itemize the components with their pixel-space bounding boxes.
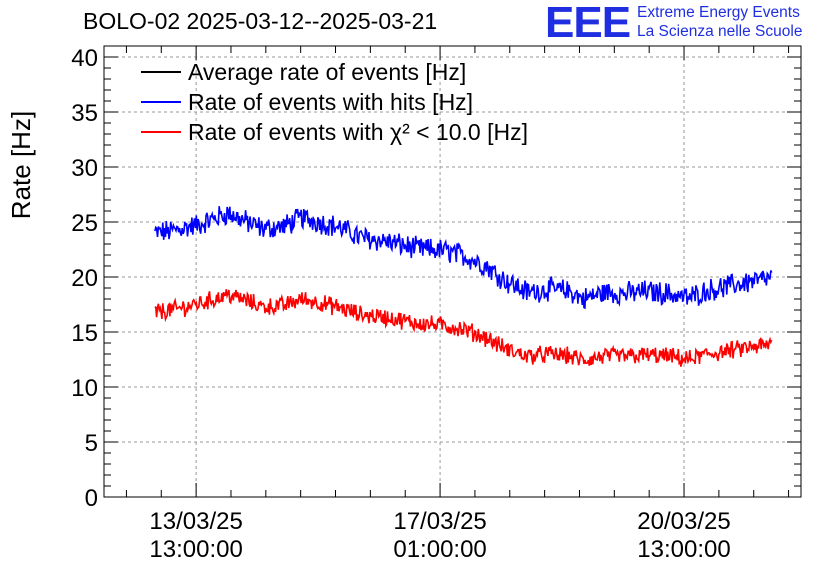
x-tick-label-time: 13:00:00 (637, 536, 730, 563)
chart-title: BOLO-02 2025-03-12--2025-03-21 (83, 8, 438, 34)
logo-mark: EEE (545, 0, 631, 47)
series-line-2 (154, 289, 773, 367)
legend: Average rate of events [Hz] Rate of event… (141, 59, 528, 145)
y-tick-label: 20 (71, 265, 98, 292)
logo-line-2: La Scienza nelle Scuole (637, 23, 803, 40)
y-tick-label: 40 (71, 45, 98, 72)
y-tick-label: 35 (71, 100, 98, 127)
axes: 051015202530354013/03/2513:00:0017/03/25… (71, 45, 801, 563)
x-tick-label-date: 17/03/25 (393, 508, 486, 535)
legend-label-2: Rate of events with χ² < 10.0 [Hz] (188, 119, 528, 145)
x-tick-label-time: 13:00:00 (149, 536, 242, 563)
y-tick-label: 0 (85, 485, 98, 512)
plot-frame (103, 45, 802, 498)
series-line-1 (154, 206, 773, 310)
y-tick-label: 30 (71, 155, 98, 182)
y-tick-label: 5 (85, 430, 98, 457)
logo-line-1: Extreme Energy Events (637, 4, 800, 21)
legend-label-0: Average rate of events [Hz] (188, 59, 466, 85)
grid (104, 46, 801, 497)
y-tick-label: 15 (71, 320, 98, 347)
x-tick-label-date: 20/03/25 (637, 508, 730, 535)
series-layer (154, 206, 773, 367)
y-tick-label: 25 (71, 210, 98, 237)
x-tick-label-time: 01:00:00 (393, 536, 486, 563)
x-tick-label-date: 13/03/25 (149, 508, 242, 535)
y-tick-label: 10 (71, 375, 98, 402)
y-axis-label: Rate [Hz] (6, 111, 36, 219)
legend-label-1: Rate of events with hits [Hz] (188, 89, 473, 115)
